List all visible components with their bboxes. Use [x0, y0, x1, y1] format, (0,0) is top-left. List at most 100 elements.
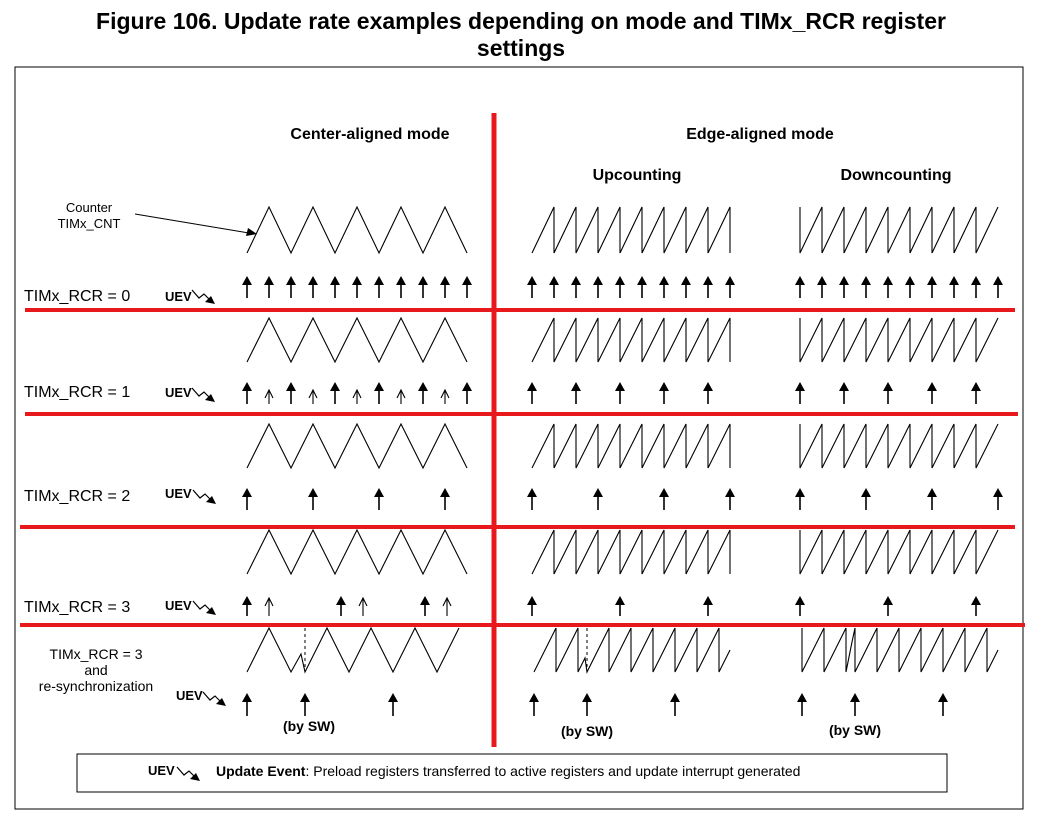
uev-label-row-3: UEV	[165, 598, 192, 613]
uev-flash-icons	[191, 289, 226, 706]
uev-arrow-up-row-0	[527, 276, 537, 298]
header-edge-aligned: Edge-aligned mode	[686, 126, 834, 143]
uev-arrow-down-row-4-head	[938, 693, 948, 702]
uev-arrow-down-row-4	[938, 693, 948, 716]
center-counter-row-3	[246, 528, 468, 576]
counter-pointer-arrowhead	[246, 228, 257, 236]
uev-arrow-up-row-4-head	[670, 693, 680, 702]
uev-arrow-center-row-2-head	[242, 488, 252, 497]
uev-arrow-down-row-0-head	[795, 276, 805, 285]
uev-arrow-down-row-2	[861, 488, 871, 510]
uev-arrow-up-row-2-head	[593, 488, 603, 497]
uev-flash-icon-row-0	[191, 289, 212, 302]
uev-arrow-down-row-0	[839, 276, 849, 298]
uev-arrow-center-row-0	[242, 276, 252, 298]
uev-open-arrow-center-row-1-head	[264, 388, 274, 399]
uev-arrow-center-row-3-head	[336, 596, 346, 605]
up-counter-row-2	[531, 423, 731, 469]
uev-arrow-center-row-0	[374, 276, 384, 298]
uev-arrow-down-row-3-head	[795, 596, 805, 605]
uev-arrow-up-row-1-head	[571, 382, 581, 391]
uev-flash-icon-row-3	[192, 600, 213, 613]
uev-arrow-up-row-0	[637, 276, 647, 298]
by-sw-label-down: (by SW)	[829, 722, 881, 738]
row-label-rcr-2: TIMx_RCR = 2	[24, 488, 130, 505]
uev-open-arrow-center-row-3-head	[264, 596, 274, 607]
uev-arrow-down-row-4	[850, 693, 860, 716]
uev-arrow-up-row-0-head	[527, 276, 537, 285]
counter-pointer-line	[134, 213, 256, 235]
uev-arrow-center-row-0	[330, 276, 340, 298]
uev-flash-arrowhead-row-3	[206, 607, 216, 615]
uev-arrow-down-row-1-head	[883, 382, 893, 391]
figure-title-line-1: Figure 106. Update rate examples dependi…	[96, 8, 946, 34]
uev-open-arrow-center-row-1	[396, 388, 406, 404]
down-counter-resync	[801, 627, 999, 673]
up-counter-row-1	[531, 317, 731, 363]
uev-arrow-center-row-0	[418, 276, 428, 298]
by-sw-label-center: (by SW)	[283, 718, 335, 734]
legend-text: Update Event: Preload registers transfer…	[216, 763, 800, 779]
uev-arrow-down-row-2	[993, 488, 1003, 510]
uev-arrow-up-row-0	[703, 276, 713, 298]
uev-flash-icon-row-1	[191, 387, 212, 400]
uev-open-arrow-center-row-1-head	[440, 388, 450, 399]
uev-arrow-center-row-1-head	[330, 382, 340, 391]
center-counter-row-1	[246, 316, 468, 364]
uev-arrow-up-row-3-head	[527, 596, 537, 605]
uev-arrow-down-row-1	[927, 382, 937, 404]
row-label-rcr-3: TIMx_RCR = 3	[24, 599, 130, 616]
uev-arrow-center-row-0	[462, 276, 472, 298]
uev-arrow-center-row-1-head	[242, 382, 252, 391]
header-upcounting: Upcounting	[593, 167, 682, 184]
uev-arrow-down-row-0-head	[949, 276, 959, 285]
uev-arrow-center-row-2-head	[374, 488, 384, 497]
down-counter-row-3	[799, 529, 999, 575]
uev-arrow-down-row-1	[971, 382, 981, 404]
diagram-frame	[14, 66, 1024, 810]
uev-open-arrow-center-row-3-head	[442, 596, 452, 607]
uev-arrow-up-row-3-head	[703, 596, 713, 605]
uev-arrow-center-row-0-head	[462, 276, 472, 285]
uev-arrow-down-row-3	[883, 596, 893, 616]
uev-open-arrow-center-row-3	[358, 596, 368, 616]
uev-open-arrow-center-row-1	[440, 388, 450, 404]
uev-arrow-down-row-1-head	[971, 382, 981, 391]
uev-label-row-1: UEV	[165, 385, 192, 400]
center-counter-resync	[246, 626, 460, 674]
uev-arrow-up-row-0	[593, 276, 603, 298]
uev-arrow-up-row-0-head	[637, 276, 647, 285]
uev-arrow-up-row-2-head	[527, 488, 537, 497]
uev-arrow-down-row-3-head	[971, 596, 981, 605]
uev-arrow-center-row-2	[374, 488, 384, 510]
uev-arrow-center-row-1	[374, 382, 384, 404]
uev-arrow-up-row-2-head	[725, 488, 735, 497]
legend-bold-term: Update Event	[216, 763, 306, 779]
center-counter-row-2	[246, 422, 468, 470]
uev-arrow-up-row-0-head	[725, 276, 735, 285]
uev-flash-arrowhead-row-1	[205, 394, 215, 402]
uev-arrow-up-row-0-head	[549, 276, 559, 285]
uev-arrow-center-row-4	[300, 693, 310, 716]
uev-arrow-down-row-0-head	[861, 276, 871, 285]
uev-arrow-center-row-0	[352, 276, 362, 298]
row-label-rcr-3-resync-line-1: TIMx_RCR = 3	[50, 646, 143, 662]
uev-arrow-up-row-1	[659, 382, 669, 404]
down-counter-row-2	[799, 423, 999, 469]
uev-arrow-down-row-4	[797, 693, 807, 716]
uev-arrow-up-row-0-head	[659, 276, 669, 285]
uev-arrow-center-row-0	[286, 276, 296, 298]
uev-label-row-0: UEV	[165, 289, 192, 304]
uev-arrow-center-row-0	[440, 276, 450, 298]
uev-arrow-down-row-0	[883, 276, 893, 298]
uev-arrow-down-row-1-head	[839, 382, 849, 391]
update-event-arrows	[242, 276, 1003, 716]
uev-arrow-center-row-4-head	[388, 693, 398, 702]
by-sw-label-up: (by SW)	[561, 723, 613, 739]
uev-arrow-down-row-0	[993, 276, 1003, 298]
legend-uev-label: UEV	[148, 763, 175, 778]
uev-arrow-center-row-1	[242, 382, 252, 404]
uev-arrow-down-row-0	[861, 276, 871, 298]
uev-open-arrow-center-row-3	[442, 596, 452, 616]
uev-arrow-down-row-0	[927, 276, 937, 298]
